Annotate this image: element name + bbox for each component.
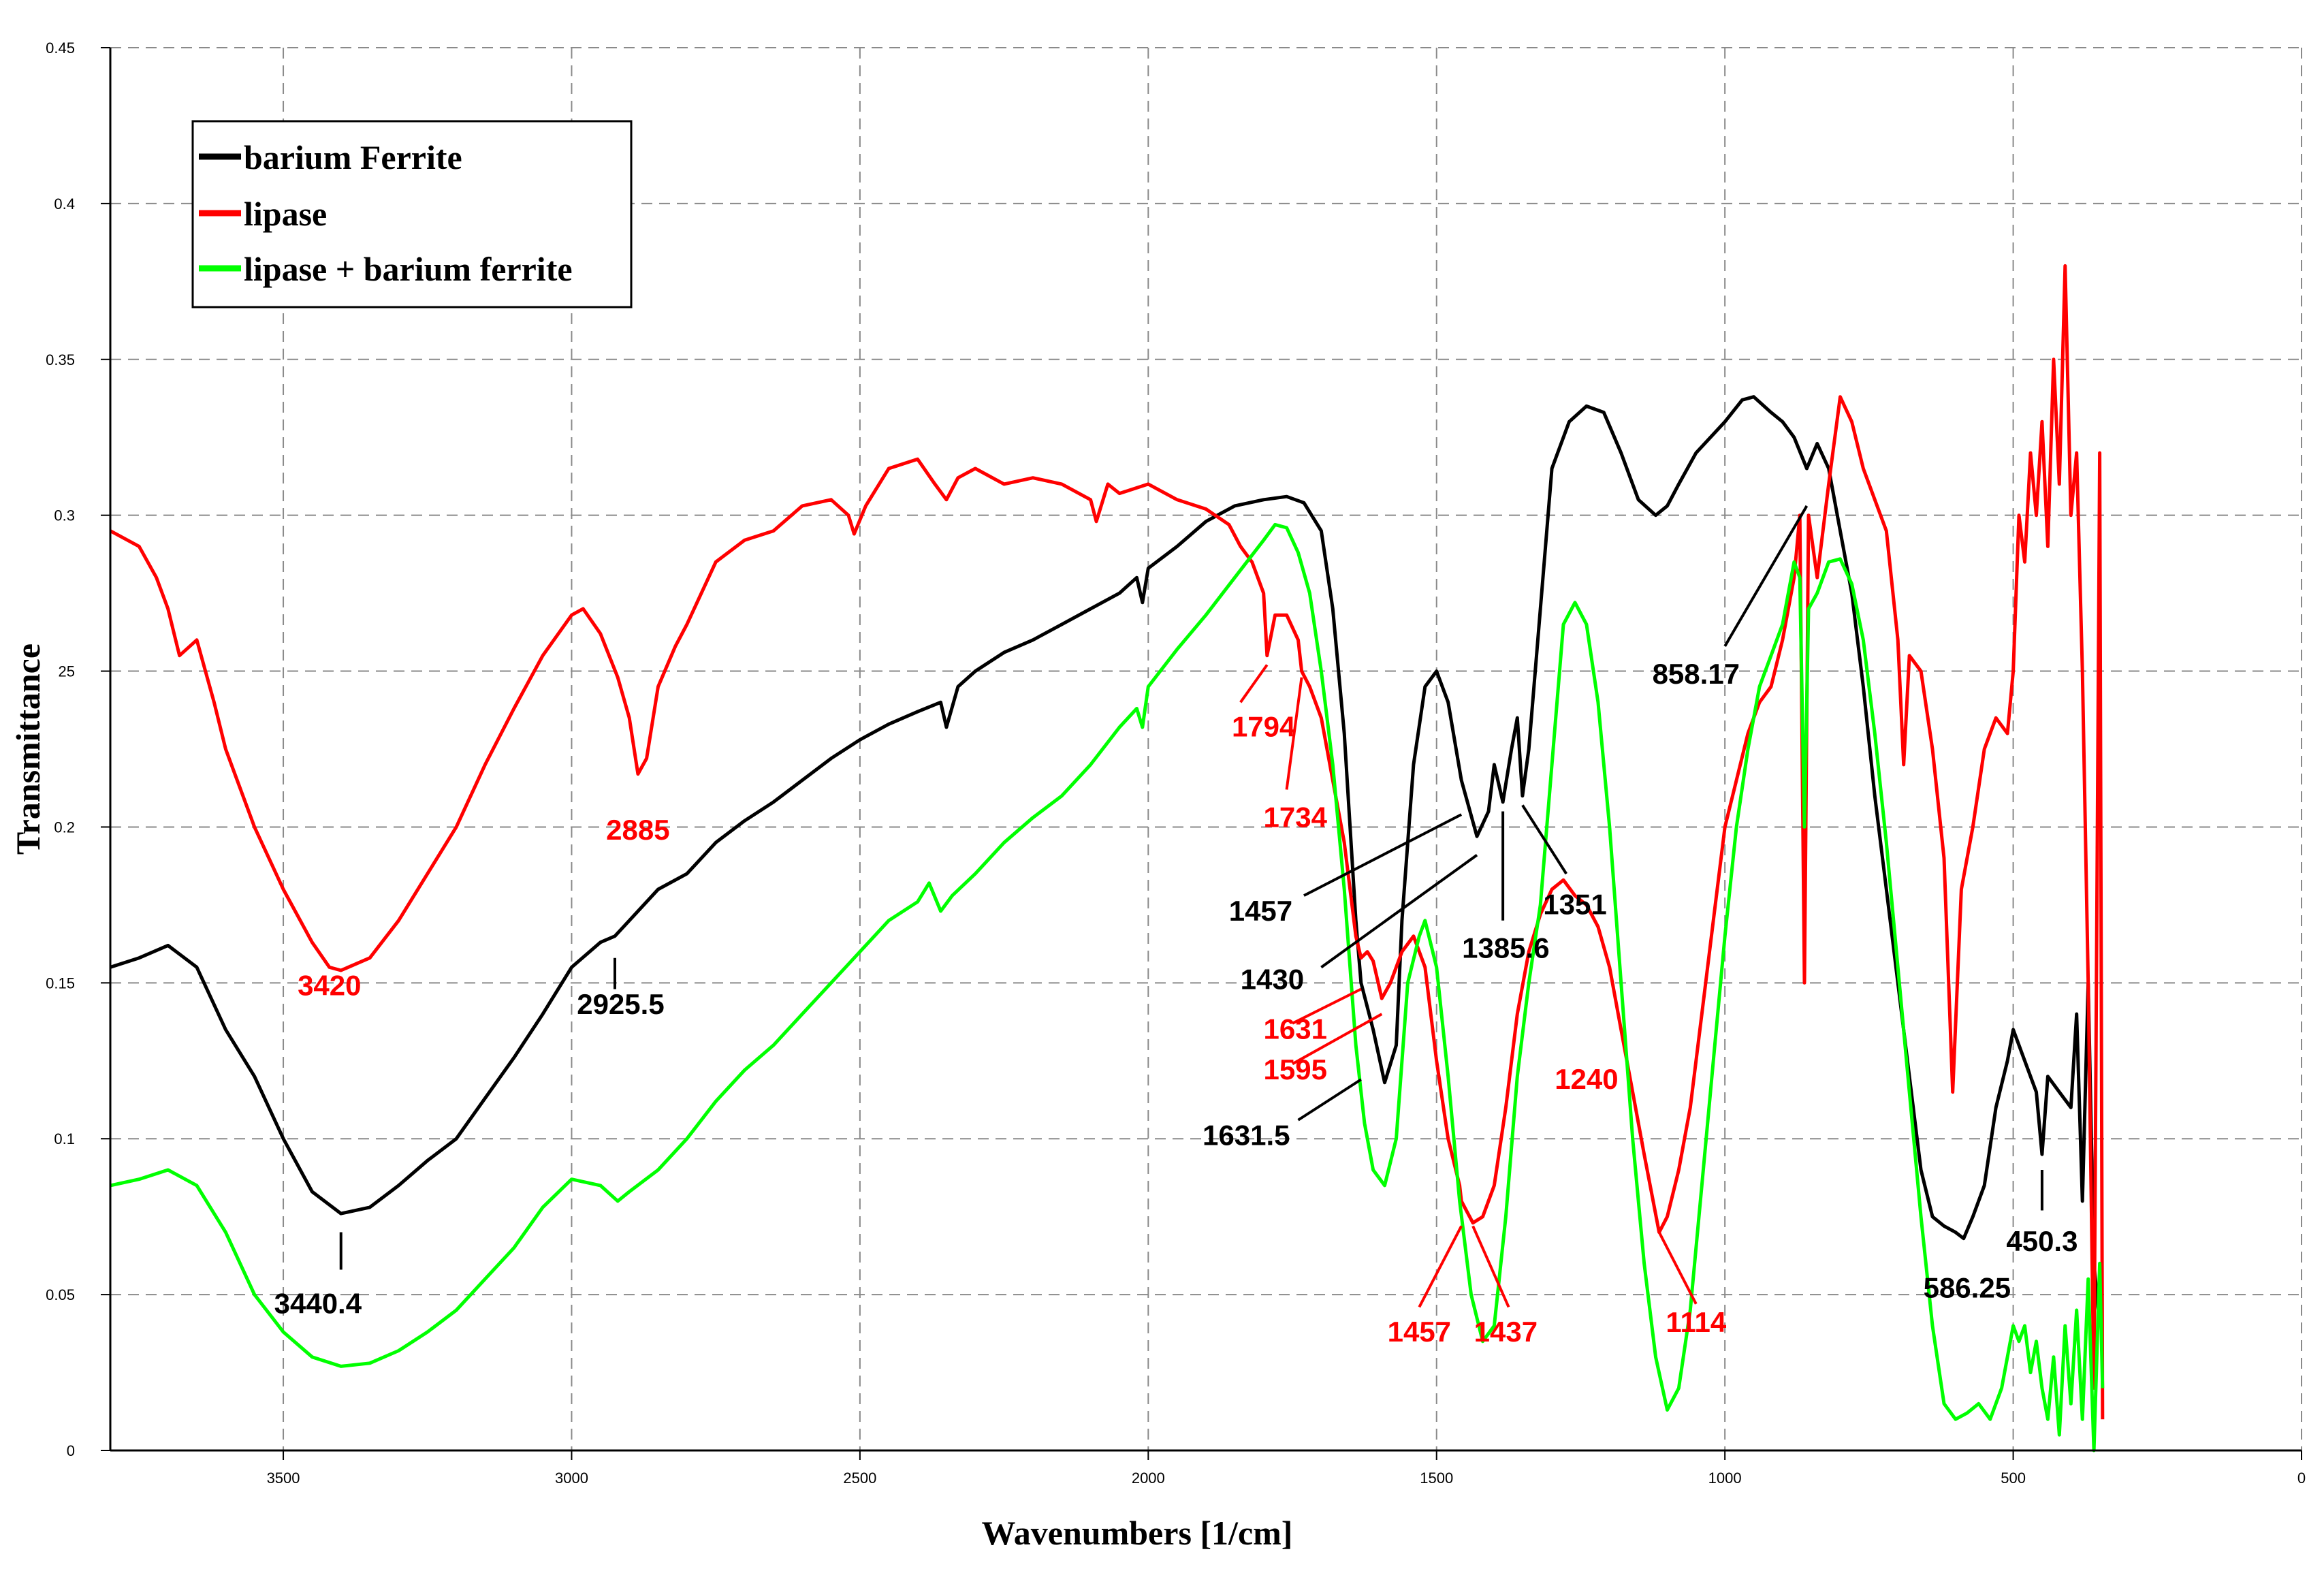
annotation-leader-17 [1723,505,1809,647]
annotation-leader-16 [1297,1078,1362,1122]
annotation-leader-15 [1521,804,1567,875]
annotation-label-3420: 3420 [298,970,361,1002]
annotation-label-586-25: 586.25 [1924,1272,2011,1304]
annotation-label-1794: 1794 [1232,711,1296,743]
series-line-barium-ferrite [110,395,2102,1327]
y-tick-label-9: 0.45 [46,39,75,57]
y-tick-label-7: 0.35 [46,351,75,368]
annotation-label-1457: 1457 [1229,895,1292,927]
annotation-label-1351: 1351 [1543,889,1606,921]
legend-label-barium-ferrite: barium Ferrite [244,138,462,176]
x-tick-label-3000: 3000 [555,1470,588,1487]
annotation-leader-3 [1285,677,1303,790]
grid-lines [110,47,2302,1450]
legend-label-lipase-barium-ferrite: lipase + barium ferrite [244,250,573,288]
annotation-label-1240: 1240 [1555,1063,1618,1095]
annotation-label-2925-5: 2925.5 [577,988,664,1020]
annotation-label-1734: 1734 [1264,801,1328,833]
annotation-leader-6 [1418,1225,1463,1308]
annotation-label-1595: 1595 [1264,1053,1327,1085]
y-tick-label-3: 0.15 [46,974,75,991]
annotation-label-1631: 1631 [1264,1013,1327,1045]
annotation-leader-2 [1239,664,1269,703]
x-tick-label-3500: 3500 [267,1470,300,1487]
x-axis-ticks: 3500 3000 2500 2000 1500 1000 500 0 [267,1450,2306,1487]
y-tick-label-1: 0.05 [46,1286,75,1303]
x-tick-label-0: 0 [2297,1470,2306,1487]
y-tick-label-2: 0.1 [54,1130,75,1147]
y-axis-ticks: 0 0.05 0.1 0.15 0.2 25 0.3 0.35 0.4 0.45 [46,39,110,1459]
annotation-leader-12 [1303,813,1463,897]
x-tick-label-1500: 1500 [1420,1470,1453,1487]
y-tick-label-4: 0.2 [54,819,75,836]
axes [109,48,2302,1452]
series-line-lipase [109,264,2105,1420]
legend-label-lipase: lipase [244,195,327,233]
x-axis-title: Wavenumbers [1/cm] [982,1514,1293,1552]
x-tick-label-1000: 1000 [1708,1470,1742,1487]
x-tick-label-500: 500 [2001,1470,2026,1487]
annotation-leader-13 [1320,854,1478,969]
annotation-label-1430: 1430 [1241,963,1304,995]
x-tick-label-2500: 2500 [843,1470,876,1487]
annotation-label-2885: 2885 [606,814,669,846]
y-tick-label-8: 0.4 [54,195,75,212]
x-tick-label-2000: 2000 [1132,1470,1165,1487]
annotation-label-1437: 1437 [1474,1316,1538,1348]
y-tick-label-6: 0.3 [54,507,75,524]
y-axis-title: Transmittance [9,644,47,855]
legend-box [191,120,633,308]
series-layer [109,264,2105,1453]
y-tick-label-5: 25 [59,663,75,680]
annotation-label-1385-6: 1385.6 [1462,932,1549,964]
annotation-label-858-17: 858.17 [1653,658,1740,690]
annotation-label-1631-5: 1631.5 [1203,1119,1290,1151]
annotation-label-450-3: 450.3 [2006,1225,2078,1257]
annotation-leader-4 [1292,987,1362,1025]
annotation-leader-7 [1471,1225,1510,1308]
annotation-label-1114: 1114 [1666,1306,1726,1338]
annotation-label-1457: 1457 [1388,1316,1451,1348]
annotation-label-3440-4: 3440.4 [274,1288,362,1320]
y-tick-label-0: 0 [67,1442,75,1459]
annotation-leader-5 [1292,1013,1383,1066]
annotation-leader-9 [1657,1231,1698,1305]
series-line-lipase-barium-ferrite [110,522,2105,1453]
legend: barium Ferrite lipase lipase + barium fe… [191,120,633,308]
peak-annotations: 3420 2885 1794 1734 1631 1595 1457 1437 1240 1114… [274,505,2078,1348]
